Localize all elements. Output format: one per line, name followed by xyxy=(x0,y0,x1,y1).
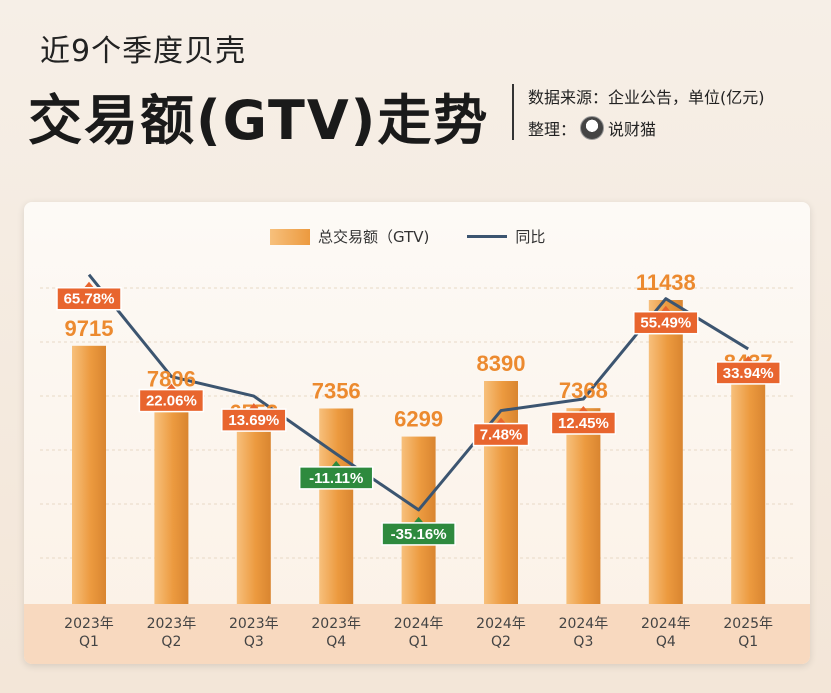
x-tick-quarter: Q4 xyxy=(326,634,346,650)
credit-name: 说财猫 xyxy=(608,120,657,139)
yoy-tag-pointer xyxy=(660,305,671,312)
yoy-value-label: 33.94% xyxy=(723,365,774,382)
chart-title: 交易额(GTV)走势 xyxy=(28,89,490,152)
yoy-value-label: 13.69% xyxy=(228,412,279,429)
gtv-bar xyxy=(319,408,354,604)
yoy-tag-pointer xyxy=(166,383,177,390)
yoy-value-label: 12.45% xyxy=(558,415,609,432)
yoy-value-label: 22.06% xyxy=(146,393,197,410)
gtv-bar xyxy=(484,381,518,604)
legend-yoy-label: 同比 xyxy=(515,228,546,246)
yoy-tag xyxy=(633,310,699,335)
yoy-tag xyxy=(298,466,374,490)
yoy-tag-pointer xyxy=(331,460,342,467)
credit: 整理： 说财猫 xyxy=(528,116,656,140)
x-tick-quarter: Q1 xyxy=(738,634,758,650)
yoy-value-label: -11.11% xyxy=(309,470,363,487)
yoy-tag xyxy=(138,388,205,413)
x-tick-year: 2023年 xyxy=(229,616,279,632)
x-tick-year: 2024年 xyxy=(394,616,444,632)
legend: 总交易额（GTV) 同比 xyxy=(270,226,545,247)
x-tick-year: 2023年 xyxy=(311,616,361,632)
yoy-value-label: -35.16% xyxy=(391,526,447,543)
x-tick-year: 2023年 xyxy=(147,616,197,632)
x-tick-quarter: Q3 xyxy=(573,634,593,650)
yoy-tag-pointer xyxy=(743,355,754,362)
yoy-tag-pointer xyxy=(578,405,589,412)
header-divider xyxy=(512,84,514,140)
x-tick-year: 2024年 xyxy=(559,616,609,632)
gtv-value-label: 11438 xyxy=(636,270,696,295)
legend-gtv-label: 总交易额（GTV) xyxy=(318,228,430,246)
yoy-value-label: 7.48% xyxy=(480,427,523,444)
gtv-bar xyxy=(72,345,106,604)
x-tick-quarter: Q1 xyxy=(409,634,429,650)
chart-subtitle: 近9个季度贝壳 xyxy=(40,34,247,69)
yoy-tag-pointer xyxy=(496,417,506,424)
gtv-bar xyxy=(566,408,601,604)
x-tick-year: 2023年 xyxy=(64,616,114,632)
yoy-tag-pointer xyxy=(413,516,424,523)
cat-avatar-icon xyxy=(580,116,605,140)
x-tick-year: 2024年 xyxy=(476,616,526,632)
yoy-tag xyxy=(472,422,530,447)
gtv-bar xyxy=(236,429,271,604)
yoy-tag-pointer xyxy=(84,281,94,288)
yoy-tag xyxy=(381,522,456,546)
gtv-bar xyxy=(154,396,189,604)
legend-bar-swatch xyxy=(270,228,310,245)
gtv-bar xyxy=(731,379,766,604)
axis-band xyxy=(24,604,810,664)
data-source: 数据来源：企业公告，单位(亿元) xyxy=(528,88,765,107)
yoy-tag xyxy=(715,361,781,385)
yoy-tag xyxy=(550,411,617,435)
gtv-value-label: 8390 xyxy=(477,351,526,376)
gtv-value-label: 6299 xyxy=(394,407,443,432)
x-tick-quarter: Q2 xyxy=(161,634,181,650)
x-tick-quarter: Q2 xyxy=(491,634,511,650)
yoy-tag xyxy=(221,408,287,432)
gtv-bar xyxy=(648,300,683,604)
x-tick-quarter: Q4 xyxy=(656,634,676,650)
x-tick-quarter: Q3 xyxy=(244,634,264,650)
gtv-value-label: 9715 xyxy=(65,316,114,341)
x-tick-quarter: Q1 xyxy=(79,634,99,650)
yoy-tag xyxy=(56,286,122,311)
yoy-value-label: 65.78% xyxy=(64,291,115,308)
credit-label: 整理： xyxy=(528,120,577,139)
x-tick-year: 2025年 xyxy=(723,616,773,632)
yoy-tag-pointer xyxy=(248,403,259,410)
x-tick-year: 2024年 xyxy=(641,616,691,632)
yoy-value-label: 55.49% xyxy=(640,315,691,332)
legend-line-swatch xyxy=(467,235,508,238)
gtv-value-label: 7356 xyxy=(312,378,361,403)
gtv-value-label: 7368 xyxy=(559,378,608,403)
header: 近9个季度贝壳 交易额(GTV)走势 数据来源：企业公告，单位(亿元) 整理： … xyxy=(0,0,831,180)
